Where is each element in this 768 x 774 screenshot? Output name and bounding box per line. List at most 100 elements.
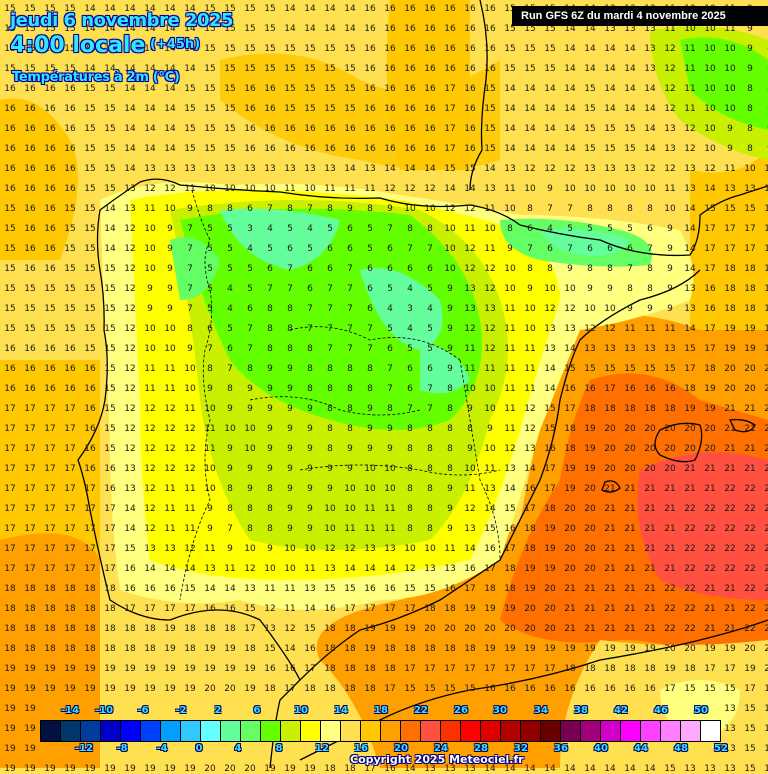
temperature-value: 16 <box>484 44 496 54</box>
temperature-value: 13 <box>244 584 256 594</box>
temperature-value: 16 <box>24 204 36 214</box>
temperature-value: 10 <box>704 104 716 114</box>
temperature-value: 16 <box>364 24 376 34</box>
temperature-value: 8 <box>267 344 273 354</box>
temperature-value: 13 <box>484 484 496 494</box>
temperature-value: 16 <box>404 24 416 34</box>
temperature-value: 19 <box>204 644 216 654</box>
temperature-value: 20 <box>644 464 656 474</box>
temperature-value: 20 <box>764 664 768 674</box>
temperature-value: 9 <box>287 484 293 494</box>
temperature-value: 7 <box>647 244 653 254</box>
temperature-value: 7 <box>387 384 393 394</box>
temperature-value: 21 <box>704 624 716 634</box>
temperature-value: 16 <box>544 684 556 694</box>
temperature-value: 16 <box>644 384 656 394</box>
temperature-value: 12 <box>484 324 496 334</box>
temperature-value: 16 <box>84 364 96 374</box>
temperature-value: 13 <box>264 164 276 174</box>
legend-tick-top: 26 <box>454 705 468 716</box>
temperature-value: 9 <box>547 184 553 194</box>
temperature-value: 15 <box>64 264 76 274</box>
temperature-value: 17 <box>404 604 416 614</box>
temperature-value: 16 <box>404 84 416 94</box>
temperature-value: 10 <box>204 464 216 474</box>
temperature-value: 12 <box>144 484 156 494</box>
temperature-value: 8 <box>447 384 453 394</box>
temperature-value: 16 <box>364 104 376 114</box>
temperature-value: 9 <box>287 464 293 474</box>
temperature-value: 19 <box>164 624 176 634</box>
temperature-value: 17 <box>44 464 56 474</box>
temperature-value: 17 <box>44 404 56 414</box>
temperature-value: 19 <box>164 664 176 674</box>
temperature-value: 8 <box>427 224 433 234</box>
temperature-value: 18 <box>364 664 376 674</box>
temperature-value: 14 <box>524 464 536 474</box>
temperature-value: 15 <box>484 104 496 114</box>
temperature-value: 22 <box>764 544 768 554</box>
temperature-value: 15 <box>404 584 416 594</box>
temperature-value: 15 <box>224 124 236 134</box>
legend-swatch <box>41 721 61 741</box>
temperature-value: 7 <box>267 204 273 214</box>
temperature-value: 15 <box>84 344 96 354</box>
temperature-value: 18 <box>684 384 696 394</box>
temperature-value: 19 <box>124 664 136 674</box>
temperature-value: 21 <box>664 484 676 494</box>
legend-swatch <box>341 721 361 741</box>
temperature-value: 6 <box>247 304 253 314</box>
temperature-value: 15 <box>204 144 216 154</box>
temperature-value: 9 <box>207 384 213 394</box>
temperature-value: 9 <box>187 344 193 354</box>
temperature-value: 12 <box>124 244 136 254</box>
temperature-value: 19 <box>704 644 716 654</box>
temperature-value: 7 <box>367 324 373 334</box>
temperature-value: 16 <box>364 144 376 154</box>
temperature-value: 7 <box>187 244 193 254</box>
temperature-value: 6 <box>407 264 413 274</box>
temperature-value: 15 <box>584 144 596 154</box>
temperature-value: 19 <box>164 684 176 694</box>
temperature-value: 11 <box>184 504 196 514</box>
temperature-value: 16 <box>124 564 136 574</box>
temperature-value: 22 <box>764 484 768 494</box>
temperature-value: 11 <box>464 224 476 234</box>
temperature-value: 19 <box>104 664 116 674</box>
temperature-value: 15 <box>624 364 636 374</box>
temperature-value: 11 <box>524 364 536 374</box>
temperature-value: 15 <box>4 304 16 314</box>
temperature-value: 16 <box>424 64 436 74</box>
legend-tick-bottom: 24 <box>434 743 448 754</box>
temperature-value: 19 <box>404 624 416 634</box>
temperature-value: 21 <box>644 484 656 494</box>
temperature-value: 15 <box>324 64 336 74</box>
temperature-value: 10 <box>164 204 176 214</box>
temperature-value: 14 <box>684 204 696 214</box>
temperature-value: 9 <box>647 304 653 314</box>
temperature-value: 12 <box>664 104 676 114</box>
temperature-value: 8 <box>267 484 273 494</box>
temperature-value: 12 <box>284 624 296 634</box>
temperature-value: 14 <box>164 84 176 94</box>
temperature-value: 20 <box>664 644 676 654</box>
temperature-value: 18 <box>44 624 56 634</box>
temperature-value: 18 <box>584 664 596 674</box>
temperature-value: 17 <box>764 764 768 774</box>
legend-tick-top: 46 <box>654 705 668 716</box>
temperature-value: 16 <box>364 64 376 74</box>
temperature-value: 12 <box>504 444 516 454</box>
legend-swatch <box>421 721 441 741</box>
temperature-value: 21 <box>704 584 716 594</box>
temperature-value: 15 <box>4 204 16 214</box>
temperature-value: 16 <box>64 144 76 154</box>
temperature-value: 8 <box>287 304 293 314</box>
temperature-value: 9 <box>527 284 533 294</box>
temperature-value: 6 <box>427 264 433 274</box>
temperature-value: 19 <box>484 644 496 654</box>
temperature-value: 20 <box>764 384 768 394</box>
temperature-value: 10 <box>404 544 416 554</box>
temperature-value: 17 <box>304 664 316 674</box>
temperature-value: 12 <box>184 464 196 474</box>
legend-swatch <box>221 721 241 741</box>
